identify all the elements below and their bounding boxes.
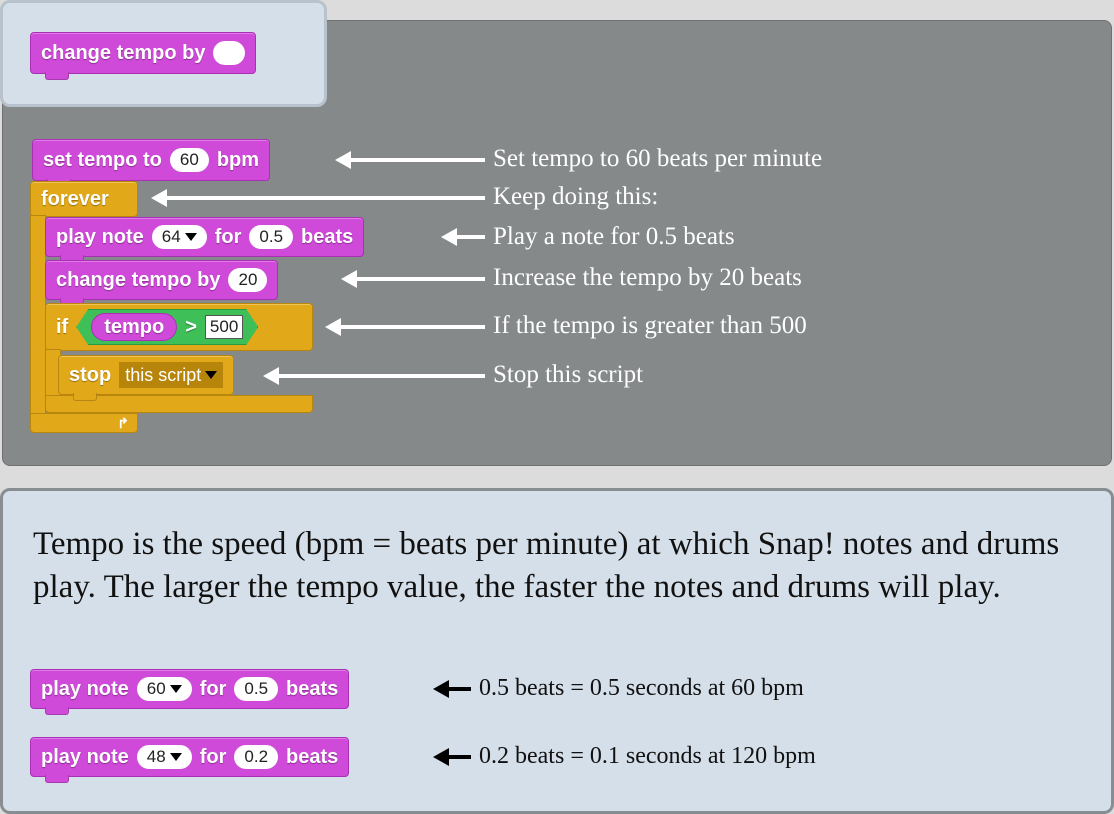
example-note-dropdown[interactable]: 60	[136, 677, 192, 701]
operator-label: >	[185, 315, 197, 338]
play-note-for: for	[214, 225, 242, 248]
arrow-head-icon	[151, 189, 167, 207]
example-for: for	[199, 677, 227, 700]
annotation-arrow	[339, 325, 485, 329]
example-suffix: beats	[286, 677, 339, 700]
annotation-stop: Stop this script	[493, 361, 644, 388]
annotation-arrow	[355, 277, 485, 281]
forever-c-arm	[30, 215, 46, 431]
play-note-suffix: beats	[301, 225, 354, 248]
set-tempo-block[interactable]: set tempo to 60 bpm	[32, 139, 271, 187]
annotation-change-tempo: Increase the tempo by 20 beats	[493, 264, 802, 291]
arrow-head-icon	[341, 270, 357, 288]
example-prefix: play note	[41, 677, 129, 700]
example-play-note-block[interactable]: play note 60 for 0.5 beats	[30, 669, 350, 715]
play-note-block[interactable]: play note 64 for 0.5 beats	[45, 217, 365, 263]
annotation-forever: Keep doing this:	[493, 183, 659, 210]
annotation-play-note: Play a note for 0.5 beats	[493, 223, 735, 250]
if-block[interactable]: if tempo > 500	[45, 303, 313, 351]
stop-option-dropdown[interactable]: this script	[119, 362, 224, 388]
annotation-arrow	[277, 374, 485, 378]
caption-arrow	[447, 687, 471, 691]
example-caption: 0.2 beats = 0.1 seconds at 120 bpm	[479, 743, 816, 769]
if-label: if	[56, 315, 69, 338]
example-suffix: beats	[286, 745, 339, 768]
arrow-head-icon	[335, 151, 351, 169]
arrow-head-icon	[433, 680, 449, 698]
note-dropdown[interactable]: 64	[151, 225, 207, 249]
stop-block[interactable]: stop this script	[58, 355, 235, 401]
change-tempo-input[interactable]: 20	[228, 268, 268, 292]
greater-than-predicate[interactable]: tempo > 500	[76, 309, 258, 345]
example-beats-input[interactable]: 0.2	[234, 745, 279, 769]
caption-arrow	[447, 755, 471, 759]
palette-change-tempo-block[interactable]: change tempo by	[30, 32, 257, 80]
loop-arrow-icon: ↱	[117, 415, 129, 431]
annotation-if: If the tempo is greater than 500	[493, 312, 807, 339]
example-prefix: play note	[41, 745, 129, 768]
arrow-head-icon	[325, 318, 341, 336]
description-text: Tempo is the speed (bpm = beats per minu…	[33, 526, 1060, 605]
stop-label: stop	[69, 363, 112, 386]
palette-tab: change tempo by	[0, 0, 327, 107]
play-note-prefix: play note	[56, 225, 144, 248]
forever-label: forever	[41, 187, 109, 210]
arrow-head-icon	[441, 228, 457, 246]
set-tempo-prefix: set tempo to	[43, 148, 162, 171]
annotation-arrow	[349, 158, 485, 162]
annotation-arrow	[455, 235, 485, 239]
beats-input[interactable]: 0.5	[249, 225, 294, 249]
example-play-note-block[interactable]: play note 48 for 0.2 beats	[30, 737, 350, 783]
example-note-dropdown[interactable]: 48	[136, 745, 192, 769]
arrow-head-icon	[433, 748, 449, 766]
script-area: set tempo to 60 bpm forever ↱ play note …	[2, 20, 1112, 466]
set-tempo-suffix: bpm	[216, 148, 260, 171]
annotation-set-tempo: Set tempo to 60 beats per minute	[493, 145, 823, 172]
change-tempo-prefix: change tempo by	[56, 268, 221, 291]
if-bottom	[45, 395, 313, 413]
compare-value-input[interactable]: 500	[205, 315, 243, 339]
palette-block-label: change tempo by	[41, 41, 206, 64]
tempo-variable[interactable]: tempo	[91, 313, 177, 341]
tempo-value-input[interactable]: 60	[169, 148, 209, 172]
annotation-arrow	[165, 196, 485, 200]
palette-empty-input[interactable]	[213, 41, 246, 65]
arrow-head-icon	[263, 367, 279, 385]
example-for: for	[199, 745, 227, 768]
change-tempo-block[interactable]: change tempo by 20	[45, 260, 279, 306]
description-panel: Tempo is the speed (bpm = beats per minu…	[0, 488, 1114, 814]
example-caption: 0.5 beats = 0.5 seconds at 60 bpm	[479, 675, 804, 701]
forever-block[interactable]: forever	[30, 181, 138, 217]
example-beats-input[interactable]: 0.5	[234, 677, 279, 701]
forever-bottom: ↱	[30, 413, 138, 433]
